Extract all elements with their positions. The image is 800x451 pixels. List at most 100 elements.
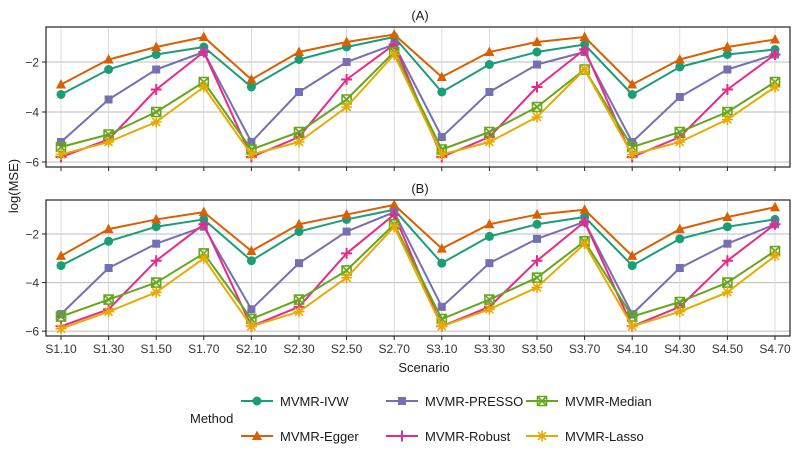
x-tick-label: S2.70 (379, 342, 411, 356)
legend-key (386, 430, 418, 442)
data-point (103, 129, 114, 140)
data-point (150, 277, 162, 288)
data-point (722, 222, 732, 232)
panel-a: (A) −2 −4 −6 (25, 8, 791, 171)
data-point (247, 138, 256, 146)
legend-key (526, 430, 558, 442)
legend-item-mvmr-robust: MVMR-Robust (385, 427, 510, 445)
legend-label: MVMR-Robust (425, 428, 511, 444)
data-point (721, 84, 733, 95)
data-point (295, 88, 303, 96)
data-point (103, 306, 115, 318)
data-point (674, 306, 686, 318)
legend-marker (536, 395, 548, 407)
data-point (674, 223, 685, 234)
legend-marker (536, 430, 548, 442)
data-point (627, 90, 637, 99)
legend-marker (396, 430, 408, 442)
data-point (674, 296, 686, 308)
data-point (245, 320, 257, 332)
data-point (436, 149, 448, 160)
data-point (579, 44, 591, 55)
data-point (294, 227, 304, 237)
data-point (389, 199, 400, 209)
data-point (722, 277, 733, 288)
data-point (56, 250, 66, 260)
data-point (104, 236, 114, 246)
data-point (483, 303, 495, 315)
legend: Method MVMR-IVW MVMR-PRESSO MVMR-Median MVM… (160, 390, 680, 448)
legend-item-mvmr-lasso: MVMR-Lasso (525, 427, 644, 445)
data-point (342, 58, 351, 66)
data-point (150, 116, 162, 128)
data-point (246, 82, 256, 92)
data-point (722, 211, 733, 221)
data-point (293, 294, 305, 305)
data-point (56, 90, 66, 99)
data-point (294, 55, 304, 64)
data-point (247, 305, 256, 314)
data-point (341, 101, 353, 113)
data-point (484, 218, 495, 229)
data-point (341, 272, 353, 284)
legend-item-mvmr-ivw: MVMR-IVW (240, 392, 349, 410)
series-line (60, 36, 776, 96)
data-point (579, 64, 591, 75)
data-point (341, 74, 353, 85)
data-point (721, 114, 733, 125)
data-point (293, 136, 305, 148)
legend-item-mvmr-egger: MVMR-Egger (240, 427, 359, 445)
x-tick-label: S2.50 (331, 342, 363, 356)
data-point (55, 141, 67, 153)
data-point (579, 31, 590, 41)
data-point (769, 250, 781, 262)
data-point (341, 36, 352, 46)
data-point (627, 261, 637, 271)
data-point (674, 126, 686, 138)
legend-marker (252, 430, 262, 440)
data-point (104, 65, 114, 74)
data-point (56, 261, 66, 271)
x-tick-label: S2.30 (283, 342, 315, 356)
data-point (533, 234, 541, 243)
data-point (532, 47, 542, 57)
data-point (628, 310, 637, 319)
data-point (532, 36, 542, 46)
data-point (151, 222, 161, 232)
data-point (150, 255, 162, 267)
panel-b: (B) −2 −4 −6 S1.10 S1.30 S1.50 S1.70 S2.10 S2.30 S… (25, 181, 791, 356)
data-point (484, 126, 495, 138)
data-point (675, 62, 685, 72)
data-point (484, 46, 495, 56)
data-point (245, 149, 257, 160)
data-point (104, 95, 113, 104)
data-point (436, 243, 447, 253)
panel-frame (45, 26, 791, 168)
data-point (151, 50, 161, 59)
x-tick-label: S3.10 (426, 342, 458, 356)
data-point (674, 54, 685, 64)
legend-title: Method (190, 411, 234, 426)
series-line (60, 211, 776, 316)
data-point (485, 259, 494, 268)
x-tick-label: S1.10 (45, 342, 77, 356)
data-point (531, 281, 543, 293)
data-point (437, 258, 447, 268)
data-point (579, 204, 590, 214)
data-point (150, 84, 162, 95)
y-tick-label: −6 (25, 325, 39, 339)
data-point (437, 133, 446, 141)
legend-key (386, 397, 418, 405)
x-tick-label: S3.70 (569, 342, 601, 356)
x-tick-label: S4.50 (712, 342, 744, 356)
data-point (675, 234, 685, 244)
x-tick-label: S1.70 (188, 342, 220, 356)
data-point (723, 239, 732, 248)
data-point (151, 213, 162, 224)
data-point (341, 247, 353, 259)
data-point (626, 320, 638, 332)
x-tick-label: S2.10 (236, 342, 268, 356)
data-point (436, 320, 448, 332)
data-point (723, 65, 732, 74)
